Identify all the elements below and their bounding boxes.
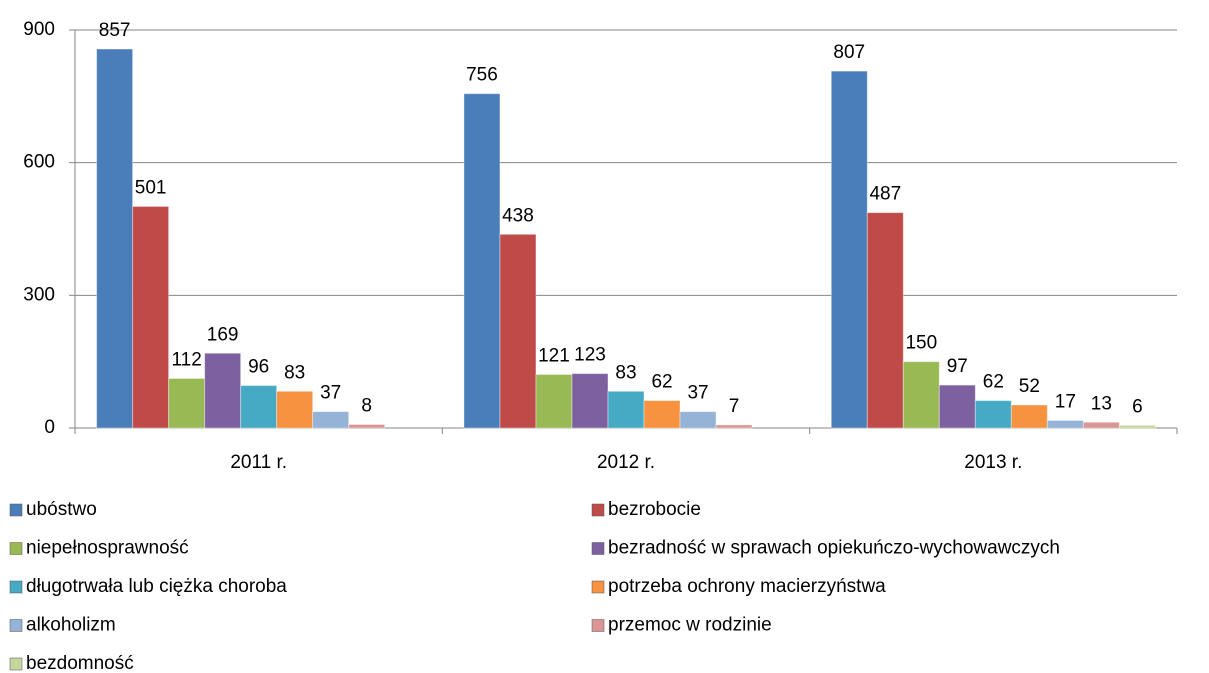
y-tick-label: 300: [23, 284, 55, 305]
data-label: 123: [574, 345, 606, 366]
legend-swatch: [9, 657, 23, 671]
bar: [96, 48, 134, 429]
bar: [679, 411, 717, 429]
data-label: 17: [1055, 391, 1076, 412]
x-tick-label: 2013 r.: [964, 452, 1022, 473]
bar: [938, 384, 976, 429]
legend-swatch: [591, 580, 605, 594]
legend-swatch: [9, 580, 23, 594]
legend-label: przemoc w rodzinie: [608, 615, 772, 636]
bar: [276, 390, 314, 429]
data-label: 501: [135, 177, 167, 198]
bar: [168, 377, 206, 429]
bar: [312, 411, 350, 429]
y-tick-label: 600: [23, 152, 55, 173]
data-label: 487: [869, 184, 901, 205]
bar: [715, 424, 753, 429]
data-label: 96: [248, 357, 269, 378]
bar: [866, 212, 904, 429]
bar: [499, 233, 537, 429]
data-label: 83: [615, 362, 636, 383]
bar: [240, 385, 278, 429]
y-tick-label: 900: [23, 19, 55, 40]
data-label: 438: [502, 205, 534, 226]
data-label: 83: [284, 362, 305, 383]
x-tick-label: 2012 r.: [597, 452, 655, 473]
bar: [1010, 404, 1048, 429]
legend-label: długotrwała lub ciężka choroba: [26, 576, 287, 597]
data-label: 150: [905, 333, 937, 354]
legend-swatch: [591, 503, 605, 517]
data-label: 13: [1091, 393, 1112, 414]
data-label: 6: [1132, 396, 1143, 417]
legend-swatch: [9, 542, 23, 555]
data-label: 52: [1019, 376, 1040, 397]
data-label: 857: [99, 20, 131, 41]
bar: [830, 70, 868, 429]
data-label: 169: [207, 324, 239, 345]
bar: [204, 352, 242, 429]
bar: [132, 205, 170, 429]
legend-label: alkoholizm: [26, 615, 116, 636]
bar: [1118, 424, 1156, 429]
legend-swatch: [9, 619, 23, 632]
data-label: 8: [361, 395, 372, 416]
legend-swatch: [591, 619, 605, 632]
data-label: 37: [320, 383, 341, 404]
bar: [348, 423, 386, 429]
data-label: 37: [687, 383, 708, 404]
legend-label: niepełnosprawność: [26, 538, 189, 559]
legend-swatch: [591, 542, 605, 555]
legend-label: ubóstwo: [26, 499, 97, 520]
legend-label: bezradność w sprawach opiekuńczo-wychowa…: [608, 538, 1060, 559]
bar: [1082, 421, 1120, 429]
x-tick-label: 2011 r.: [230, 452, 287, 473]
bar: [535, 373, 573, 429]
data-label: 97: [947, 356, 968, 377]
legend-label: bezrobocie: [608, 499, 701, 520]
data-label: 112: [171, 349, 201, 370]
data-label: 62: [983, 372, 1004, 393]
data-label: 807: [833, 42, 865, 63]
bar: [1046, 419, 1084, 429]
bar: [643, 400, 681, 429]
data-label: 62: [651, 372, 672, 393]
bar: [571, 373, 609, 429]
legend-label: potrzeba ochrony macierzyństwa: [608, 576, 886, 597]
bar: [902, 361, 940, 429]
legend-swatch: [9, 503, 23, 517]
y-tick-label: 0: [44, 417, 55, 438]
bar: [607, 390, 645, 429]
bar: [463, 93, 501, 429]
legend-label: bezdomność: [26, 653, 134, 673]
data-label: 7: [729, 396, 740, 417]
data-label: 756: [466, 65, 498, 86]
data-label: 121: [538, 346, 570, 367]
bar: [974, 400, 1012, 429]
